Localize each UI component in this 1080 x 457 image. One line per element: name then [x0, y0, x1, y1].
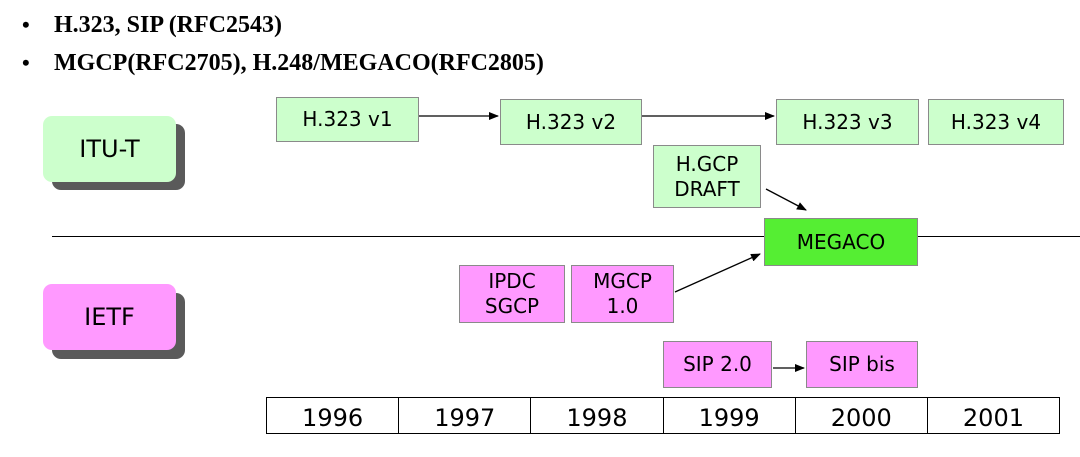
bullet-text: H.323, SIP (RFC2543) [54, 11, 282, 38]
sip-2-0-box: SIP 2.0 [663, 341, 772, 388]
sip-bis-box: SIP bis [806, 341, 918, 388]
mgcp-1-0-box: MGCP 1.0 [571, 265, 674, 323]
h323-v4-box: H.323 v4 [928, 99, 1064, 145]
year-cell: 2001 [962, 404, 1024, 432]
ipdc-sgcp-box: IPDC SGCP [459, 265, 565, 323]
bullet-marker: • [22, 12, 30, 37]
year-cell: 1999 [664, 398, 796, 433]
org-divider-line [52, 236, 1080, 237]
megaco-box: MEGACO [764, 218, 918, 266]
ietf-label: IETF [43, 284, 176, 350]
bullet-item-protocols: • H.323, SIP (RFC2543) [22, 6, 544, 44]
itu-t-label: ITU-T [43, 116, 176, 182]
year-cell: 1998 [531, 398, 664, 433]
bullet-list: • H.323, SIP (RFC2543) • MGCP(RFC2705), … [22, 6, 544, 82]
bullet-item-gateway-protocols: • MGCP(RFC2705), H.248/MEGACO(RFC2805) [22, 44, 544, 82]
h323-v1-box: H.323 v1 [276, 97, 419, 142]
arrow-hgcp-to-megaco [765, 188, 807, 211]
h323-v3-box: H.323 v3 [776, 99, 919, 145]
bullet-marker: • [22, 50, 30, 75]
year-timeline: 1996 1997 1998 1999 2000 2001 [266, 397, 1060, 434]
bullet-text: MGCP(RFC2705), H.248/MEGACO(RFC2805) [54, 49, 544, 76]
h-gcp-draft-box: H.GCP DRAFT [653, 145, 761, 208]
year-cell: 2000 [796, 398, 928, 433]
year-cell: 1997 [399, 398, 532, 433]
arrow-mgcp-to-megaco [674, 253, 761, 293]
h323-v2-box: H.323 v2 [500, 99, 642, 145]
year-cell: 1996 [267, 398, 400, 433]
